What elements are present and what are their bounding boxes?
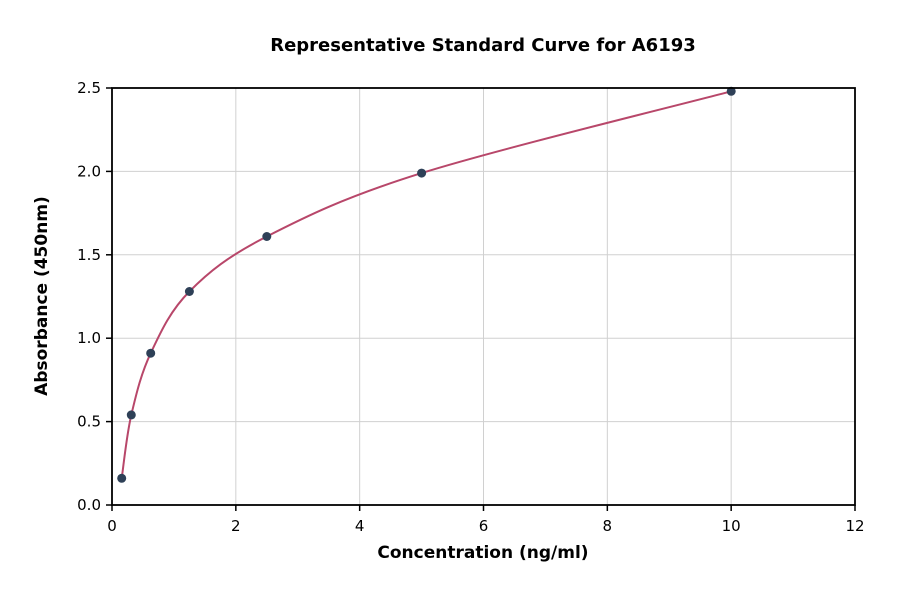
y-tick-label: 0.5 — [77, 413, 101, 431]
x-tick-label: 6 — [479, 517, 489, 535]
x-tick-label: 0 — [107, 517, 117, 535]
data-point — [262, 232, 272, 241]
x-tick-label: 8 — [603, 517, 613, 535]
data-point — [146, 348, 156, 358]
y-axis-label: Absorbance (450nm) — [32, 196, 52, 396]
data-point — [126, 410, 136, 420]
x-tick-label: 2 — [231, 517, 241, 535]
x-axis-label: Concentration (ng/ml) — [377, 543, 588, 563]
x-tick-label: 4 — [355, 517, 365, 535]
chart-title: Representative Standard Curve for A6193 — [270, 35, 696, 56]
y-tick-label: 1.0 — [77, 329, 101, 347]
x-tick-label: 10 — [722, 517, 741, 535]
data-point — [417, 168, 427, 178]
y-tick-label: 2.5 — [77, 79, 101, 97]
fit-curve — [120, 90, 733, 480]
y-tick-label: 1.5 — [77, 246, 101, 264]
y-tick-label: 0.0 — [77, 496, 101, 514]
plot-area: 0 2 4 6 8 10 12 0.0 0.5 1.0 1.5 2.0 2.5 — [77, 79, 864, 535]
x-tick-label: 12 — [845, 517, 864, 535]
data-point — [117, 473, 127, 483]
y-tick-label: 2.0 — [77, 162, 101, 180]
data-point — [184, 287, 194, 296]
data-point — [726, 86, 736, 96]
